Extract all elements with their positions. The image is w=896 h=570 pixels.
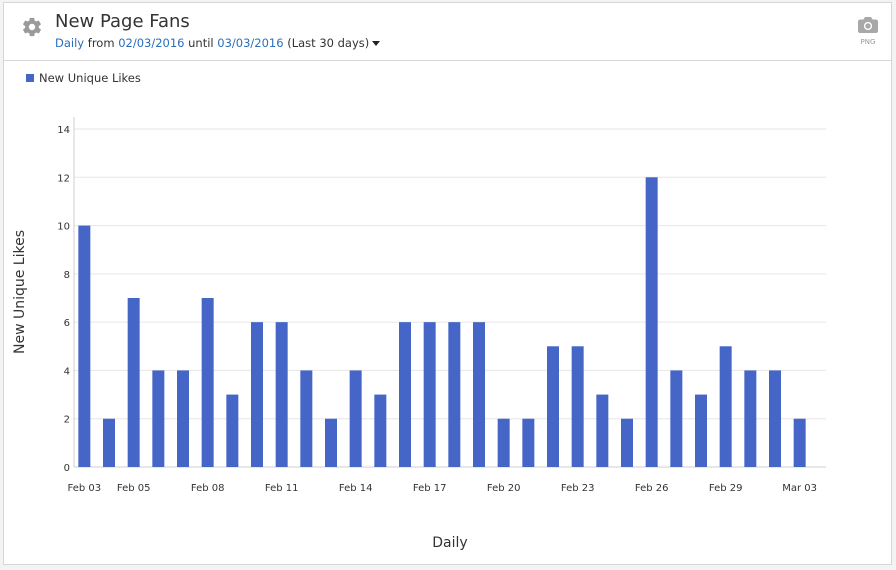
bar-feb-03[interactable] (78, 225, 91, 467)
y-axis-label: New Unique Likes (12, 230, 28, 354)
x-tick-label: Feb 08 (191, 483, 225, 494)
x-tick-labels: Feb 03 Feb 05 Feb 08 Feb 11 Feb 14 Feb 17 Feb … (68, 483, 818, 494)
x-tick-label: Feb 29 (709, 483, 743, 494)
export-png-button[interactable]: PNG (855, 17, 881, 51)
bar-feb-08[interactable] (201, 298, 214, 467)
granularity-link[interactable]: Daily (55, 36, 85, 50)
y-tick-label: 0 (64, 463, 70, 474)
end-date-link[interactable]: 03/03/2016 (217, 36, 284, 50)
bar-feb-13[interactable] (325, 418, 337, 467)
bar-feb-11[interactable] (275, 322, 288, 467)
bar-feb-15[interactable] (374, 394, 387, 467)
bar-feb-14[interactable] (349, 370, 362, 467)
start-date-link[interactable]: 02/03/2016 (118, 36, 185, 50)
x-tick-label: Feb 03 (68, 483, 102, 494)
bar-feb-27[interactable] (670, 370, 683, 467)
bar-feb-09[interactable] (226, 394, 239, 467)
caret-down-icon[interactable] (372, 41, 381, 46)
x-axis-label: Daily (432, 535, 467, 551)
bar-feb-17[interactable] (423, 322, 436, 467)
until-text: until (188, 36, 214, 50)
bar-feb-16[interactable] (399, 322, 411, 467)
from-text: from (87, 36, 115, 50)
x-tick-label: Feb 05 (117, 483, 151, 494)
chart-panel: New Page Fans Daily from 02/03/2016 unti… (3, 2, 892, 565)
bar-feb-06[interactable] (152, 370, 165, 467)
bar-feb-25[interactable] (621, 418, 633, 467)
legend-label: New Unique Likes (39, 71, 141, 85)
y-tick-label: 8 (64, 270, 70, 281)
y-tick-label: 6 (64, 318, 70, 329)
bar-feb-10[interactable] (251, 322, 263, 467)
legend[interactable]: New Unique Likes (26, 71, 141, 85)
bar-feb-21[interactable] (522, 418, 535, 467)
bar-feb-23[interactable] (571, 346, 584, 467)
y-tick-labels: 0 2 4 6 8 10 12 14 (57, 125, 70, 474)
y-tick-label: 10 (57, 222, 70, 233)
export-label: PNG (860, 38, 876, 46)
x-tick-label: Feb 23 (561, 483, 595, 494)
bar-feb-07[interactable] (177, 370, 189, 467)
bar-feb-04[interactable] (103, 418, 115, 467)
x-tick-label: Feb 17 (413, 483, 447, 494)
bar-mar-03[interactable] (793, 418, 806, 467)
chart-header: New Page Fans Daily from 02/03/2016 unti… (4, 3, 891, 61)
bar-feb-22[interactable] (547, 346, 559, 467)
bar-feb-24[interactable] (596, 394, 609, 467)
date-range: Daily from 02/03/2016 until 03/03/2016 (… (55, 36, 381, 50)
bar-feb-12[interactable] (300, 370, 313, 467)
x-tick-label: Mar 03 (782, 483, 817, 494)
range-label: (Last 30 days) (287, 36, 370, 50)
x-tick-label: Feb 11 (265, 483, 299, 494)
x-tick-label: Feb 26 (635, 483, 669, 494)
bar-feb-29[interactable] (719, 346, 732, 467)
y-tick-label: 4 (64, 366, 70, 377)
bar-mar-01[interactable] (744, 370, 757, 467)
gear-icon[interactable] (21, 16, 43, 38)
y-tick-label: 2 (64, 415, 70, 426)
camera-icon (858, 17, 878, 33)
bar-feb-18[interactable] (448, 322, 461, 467)
bar-feb-28[interactable] (695, 394, 707, 467)
bar-feb-05[interactable] (127, 298, 140, 467)
bar-feb-26[interactable] (645, 177, 658, 468)
bar-feb-19[interactable] (473, 322, 485, 467)
page-title: New Page Fans (55, 11, 190, 32)
x-tick-label: Feb 20 (487, 483, 521, 494)
bar-mar-02[interactable] (769, 370, 781, 467)
bars (78, 177, 806, 468)
bar-feb-20[interactable] (497, 418, 510, 467)
legend-swatch (26, 73, 34, 82)
y-tick-label: 14 (57, 125, 70, 136)
y-tick-label: 12 (57, 173, 70, 184)
x-tick-label: Feb 14 (339, 483, 373, 494)
